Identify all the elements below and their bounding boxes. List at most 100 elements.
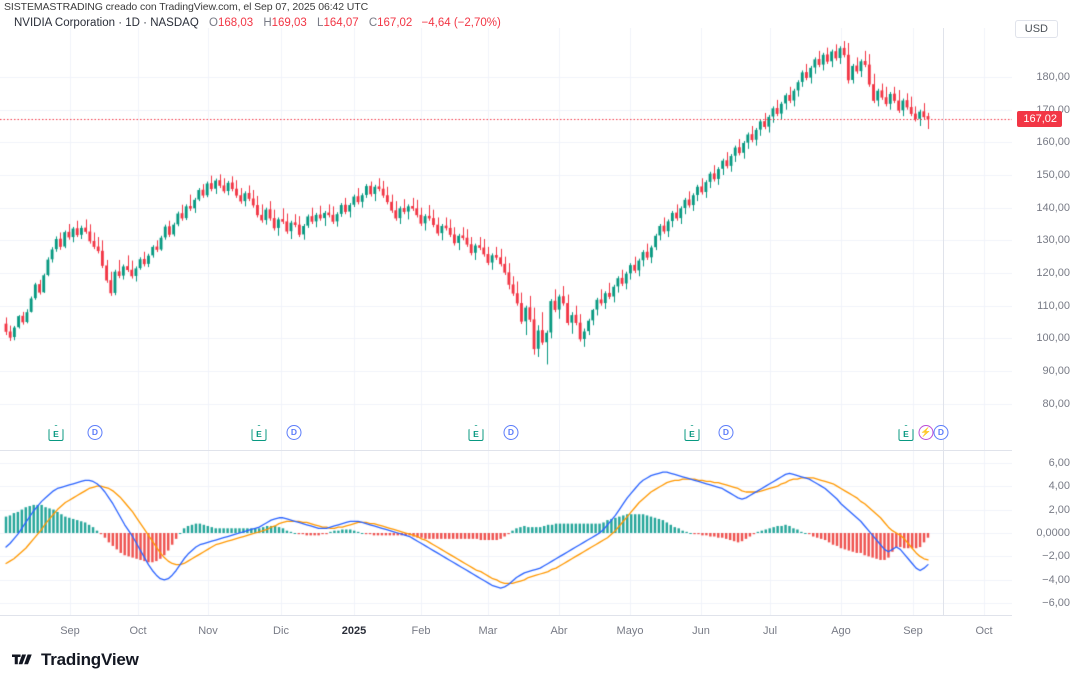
dividend-marker-label: D bbox=[91, 427, 99, 438]
earnings-marker[interactable]: E bbox=[48, 425, 64, 441]
macd-axis-divider bbox=[943, 450, 944, 615]
high-key: H bbox=[263, 17, 272, 29]
time-tick: Oct bbox=[975, 625, 993, 637]
time-tick: Dic bbox=[273, 625, 289, 637]
macd-tick: 4,00 bbox=[1048, 480, 1070, 493]
dividend-marker-label: D bbox=[290, 427, 298, 438]
price-tick: 110,00 bbox=[1037, 299, 1070, 312]
dividend-marker[interactable]: D bbox=[286, 425, 302, 440]
split-marker[interactable]: ⚡ bbox=[918, 425, 934, 440]
events-gridline bbox=[913, 420, 914, 450]
dividend-marker[interactable]: D bbox=[933, 425, 949, 440]
time-tick: Sep bbox=[60, 625, 80, 637]
dividend-badge-icon bbox=[718, 425, 734, 440]
earnings-marker[interactable]: E bbox=[251, 425, 267, 441]
open-key: O bbox=[208, 17, 218, 29]
price-tick: 150,00 bbox=[1036, 169, 1070, 181]
symbol-name[interactable]: NVIDIA Corporation bbox=[14, 17, 115, 29]
time-tick: Jun bbox=[692, 625, 710, 637]
candlestick-canvas bbox=[0, 28, 1012, 420]
legend-separator-1: · bbox=[118, 17, 123, 29]
earnings-marker-label: E bbox=[903, 429, 909, 440]
macd-tick: 2,00 bbox=[1048, 503, 1070, 516]
macd-pane-top-divider bbox=[0, 450, 1012, 451]
time-tick: Oct bbox=[129, 625, 147, 637]
low-key: L bbox=[317, 17, 324, 29]
dividend-marker[interactable]: D bbox=[87, 425, 103, 440]
dividend-marker-label: D bbox=[722, 427, 730, 438]
interval-label[interactable]: 1D bbox=[125, 17, 140, 29]
events-gridline bbox=[208, 420, 209, 450]
change-value: −4,64 (−2,70%) bbox=[421, 17, 501, 29]
earnings-marker[interactable]: E bbox=[468, 425, 484, 441]
macd-tick: −2,00 bbox=[1042, 550, 1070, 563]
events-gridline bbox=[354, 420, 355, 450]
macd-tick: −4,00 bbox=[1042, 573, 1070, 586]
events-gridline bbox=[70, 420, 71, 450]
dividend-marker-label: D bbox=[507, 427, 515, 438]
earnings-badge-icon bbox=[468, 425, 484, 441]
events-gridline bbox=[701, 420, 702, 450]
dividend-marker[interactable]: D bbox=[718, 425, 734, 440]
split-badge-icon bbox=[918, 425, 934, 440]
macd-tick: 0,0000 bbox=[1036, 527, 1070, 539]
time-axis[interactable]: Sep Oct Nov Dic 2025 Feb Mar Abr Mayo Jun Jul Ago Se… bbox=[0, 615, 1012, 645]
macd-tick: 6,00 bbox=[1048, 456, 1070, 469]
events-gridline bbox=[770, 420, 771, 450]
price-tick: 130,00 bbox=[1036, 234, 1070, 247]
events-gridline bbox=[138, 420, 139, 450]
events-gridline bbox=[559, 420, 560, 450]
dividend-badge-icon bbox=[503, 425, 519, 440]
time-tick: Nov bbox=[198, 625, 218, 637]
close-key: C bbox=[368, 17, 378, 29]
open-value: 168,03 bbox=[217, 17, 254, 29]
close-value: 167,02 bbox=[377, 17, 413, 29]
last-price-tag[interactable]: 167,02 bbox=[1017, 111, 1062, 128]
events-gridline bbox=[421, 420, 422, 450]
macd-tick: −6,00 bbox=[1042, 597, 1070, 610]
events-gridline bbox=[488, 420, 489, 450]
events-gridline bbox=[984, 420, 985, 450]
time-tick: Abr bbox=[550, 625, 568, 637]
price-axis[interactable]: 180,00 170,00 160,00 150,00 140,00 130,00 120,… bbox=[1012, 28, 1080, 420]
earnings-marker-label: E bbox=[473, 429, 479, 440]
price-tick: 90,00 bbox=[1042, 365, 1070, 377]
dividend-badge-icon bbox=[87, 425, 103, 440]
earnings-marker[interactable]: E bbox=[898, 425, 914, 441]
price-tick: 120,00 bbox=[1036, 267, 1070, 279]
legend-separator-2: · bbox=[143, 17, 147, 29]
dividend-marker-label: D bbox=[937, 427, 945, 438]
time-tick: Sep bbox=[903, 625, 923, 637]
earnings-badge-icon bbox=[684, 425, 700, 441]
macd-pane[interactable] bbox=[0, 450, 1012, 615]
tradingview-logo-icon bbox=[12, 654, 32, 665]
dividend-badge-icon bbox=[933, 425, 949, 440]
price-tick: 140,00 bbox=[1036, 201, 1070, 214]
high-value: 169,03 bbox=[271, 17, 307, 29]
brand-name: TradingView bbox=[41, 650, 139, 669]
price-axis-divider bbox=[943, 28, 944, 420]
price-tick: 160,00 bbox=[1036, 136, 1070, 149]
price-pane[interactable] bbox=[0, 28, 1012, 420]
time-tick: Feb bbox=[411, 625, 431, 637]
events-pane: E D E D E D E D E ⚡ D bbox=[0, 420, 1012, 450]
price-tick: 100,00 bbox=[1036, 332, 1070, 345]
earnings-marker[interactable]: E bbox=[684, 425, 700, 441]
time-tick: Jul bbox=[762, 625, 778, 637]
dividend-marker[interactable]: D bbox=[503, 425, 519, 440]
events-gridline bbox=[630, 420, 631, 450]
exchange-label: NASDAQ bbox=[150, 17, 199, 29]
watermark-text: SISTEMASTRADING creado con TradingView.c… bbox=[4, 1, 369, 13]
tradingview-brand: TradingView bbox=[12, 650, 139, 670]
events-gridline bbox=[841, 420, 842, 450]
macd-canvas bbox=[0, 451, 1012, 615]
earnings-marker-label: E bbox=[689, 429, 695, 440]
currency-badge[interactable]: USD bbox=[1014, 20, 1058, 38]
price-tick: 80,00 bbox=[1042, 397, 1070, 410]
time-tick: Mayo bbox=[616, 625, 644, 637]
macd-axis[interactable]: 6,00 4,00 2,00 0,0000 −2,00 −4,00 −6,00 bbox=[1012, 450, 1080, 615]
events-gridline bbox=[281, 420, 282, 450]
time-tick: 2025 bbox=[341, 625, 367, 637]
time-tick: Mar bbox=[478, 625, 498, 637]
